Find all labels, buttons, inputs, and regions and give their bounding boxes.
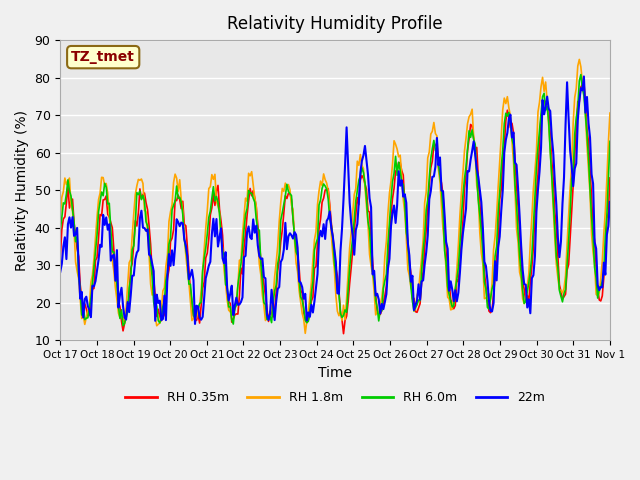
22m (606, 199, 614, 205)
RH 0.35m (248, 193, 255, 199)
RH 6.0m (56, 228, 64, 233)
22m (298, 284, 306, 290)
RH 1.8m (579, 79, 586, 85)
Line: RH 1.8m: RH 1.8m (60, 60, 610, 333)
RH 6.0m (119, 323, 127, 329)
RH 6.0m (577, 72, 585, 77)
RH 0.35m (577, 84, 585, 90)
22m (222, 249, 230, 255)
22m (240, 254, 248, 260)
RH 6.0m (222, 282, 230, 288)
22m (56, 269, 64, 275)
Line: 22m: 22m (60, 76, 610, 324)
RH 1.8m (56, 216, 64, 221)
RH 1.8m (301, 330, 309, 336)
RH 0.35m (580, 80, 588, 85)
22m (124, 299, 131, 305)
RH 0.35m (56, 255, 64, 261)
Line: RH 6.0m: RH 6.0m (60, 74, 610, 326)
22m (250, 216, 257, 222)
RH 0.35m (239, 271, 246, 277)
RH 0.35m (606, 175, 614, 181)
RH 6.0m (250, 195, 257, 201)
RH 1.8m (248, 169, 255, 175)
RH 0.35m (220, 260, 228, 266)
RH 6.0m (240, 227, 248, 233)
22m (580, 73, 588, 79)
RH 1.8m (575, 57, 583, 62)
RH 6.0m (125, 285, 133, 291)
X-axis label: Time: Time (318, 366, 352, 380)
RH 6.0m (579, 85, 586, 91)
RH 1.8m (297, 299, 305, 305)
Line: RH 0.35m: RH 0.35m (60, 83, 610, 334)
RH 1.8m (239, 232, 246, 238)
22m (577, 85, 585, 91)
Y-axis label: Relativity Humidity (%): Relativity Humidity (%) (15, 110, 29, 271)
Text: TZ_tmet: TZ_tmet (71, 50, 135, 64)
RH 0.35m (340, 331, 348, 336)
RH 1.8m (124, 283, 131, 288)
RH 1.8m (606, 110, 614, 116)
Legend: RH 0.35m, RH 1.8m, RH 6.0m, 22m: RH 0.35m, RH 1.8m, RH 6.0m, 22m (120, 386, 550, 409)
RH 6.0m (606, 138, 614, 144)
RH 0.35m (124, 304, 131, 310)
Title: Relativity Humidity Profile: Relativity Humidity Profile (227, 15, 443, 33)
RH 0.35m (297, 287, 305, 293)
RH 1.8m (220, 267, 228, 273)
22m (191, 321, 199, 327)
RH 6.0m (298, 297, 306, 303)
